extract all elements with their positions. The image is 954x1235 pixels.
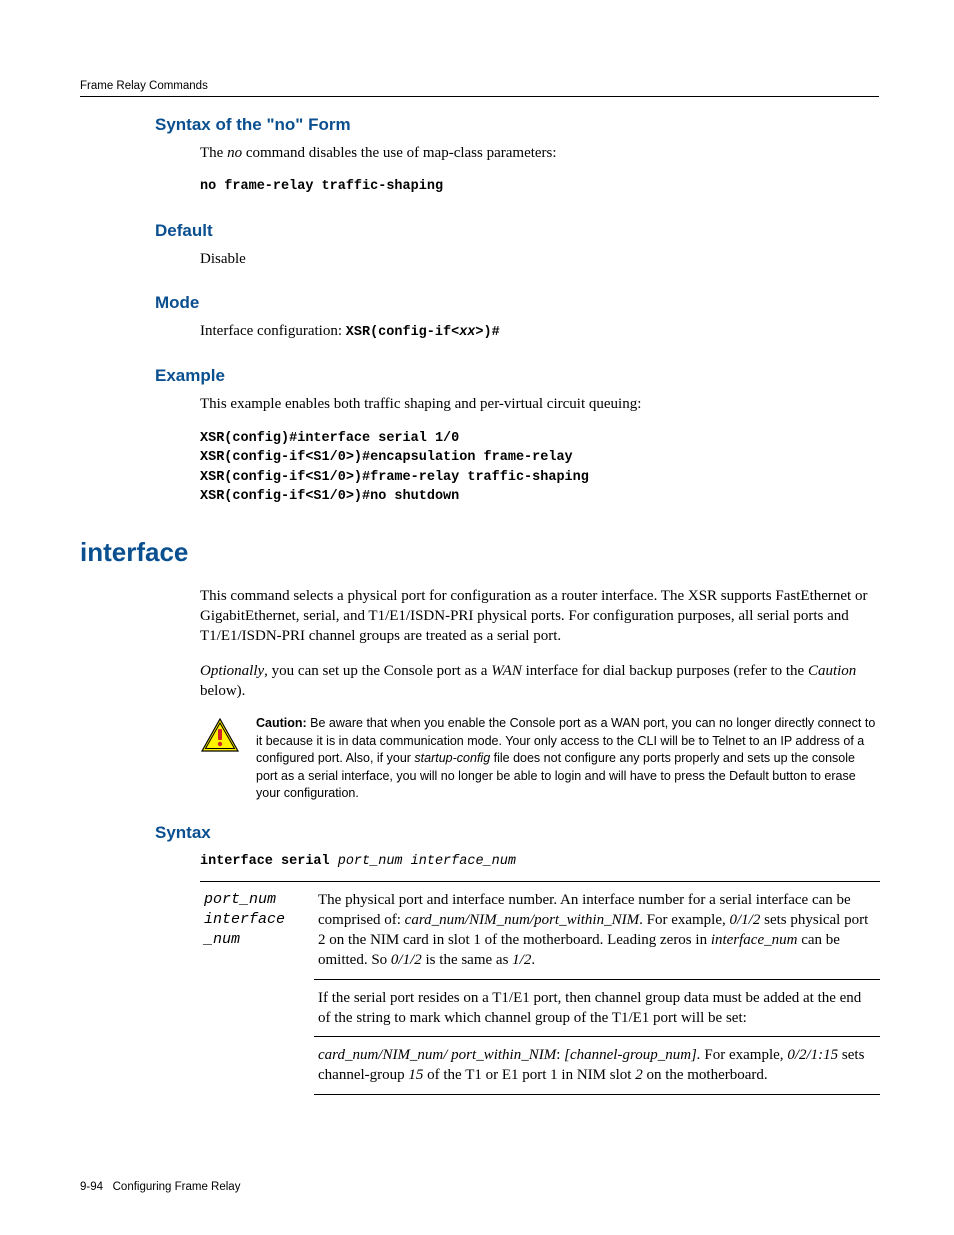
- example-code: XSR(config)#interface serial 1/0 XSR(con…: [200, 429, 879, 507]
- text: . For example,: [639, 912, 729, 928]
- heading-interface: interface: [80, 537, 879, 568]
- caution-block: Caution: Be aware that when you enable t…: [200, 715, 879, 803]
- em: 15: [408, 1067, 423, 1083]
- heading-example: Example: [155, 366, 879, 386]
- heading-syntax: Syntax: [155, 823, 879, 843]
- running-header: Frame Relay Commands: [80, 80, 879, 92]
- em: card_num/NIM_num/ port_within_NIM: [318, 1047, 556, 1063]
- em: startup-config: [414, 751, 490, 765]
- em: 0/2/1:15: [787, 1047, 838, 1063]
- param-desc-cell: If the serial port resides on a T1/E1 po…: [314, 979, 880, 1037]
- mode-code-post: >)#: [475, 325, 499, 340]
- heading-mode: Mode: [155, 293, 879, 313]
- heading-syntax-no: Syntax of the "no" Form: [155, 115, 879, 135]
- heading-default: Default: [155, 221, 879, 241]
- em: WAN: [491, 663, 522, 679]
- text: is the same as: [422, 952, 512, 968]
- section-mode: Mode Interface configuration: XSR(config…: [80, 293, 879, 342]
- mode-text: Interface configuration: XSR(config-if<x…: [200, 321, 879, 342]
- section-syntax: Syntax interface serial port_num interfa…: [80, 823, 879, 1095]
- syntax-cmd-line: interface serial port_num interface_num: [200, 851, 879, 869]
- code-no-form: no frame-relay traffic-shaping: [200, 177, 879, 197]
- caution-text: Caution: Be aware that when you enable t…: [256, 715, 879, 803]
- em: 1/2: [512, 952, 531, 968]
- text: of the T1 or E1 port 1 in NIM slot: [423, 1067, 635, 1083]
- text: :: [556, 1047, 564, 1063]
- text: below).: [200, 683, 245, 699]
- page: Frame Relay Commands Syntax of the "no" …: [0, 0, 954, 1235]
- syntax-args: port_num interface_num: [330, 854, 516, 869]
- default-text: Disable: [200, 249, 879, 269]
- text: Interface configuration:: [200, 323, 346, 339]
- syntax-no-text: The no command disables the use of map-c…: [200, 143, 879, 163]
- page-footer: 9-94 Configuring Frame Relay: [80, 1181, 240, 1193]
- em: Optionally: [200, 663, 264, 679]
- mode-arg: xx: [459, 325, 475, 340]
- section-example: Example This example enables both traffi…: [80, 366, 879, 507]
- example-text: This example enables both traffic shapin…: [200, 394, 879, 414]
- text: For example,: [701, 1047, 788, 1063]
- em: interface_num: [711, 932, 798, 948]
- param-name-cell: port_num interface _num: [200, 881, 314, 1094]
- em: 0/1/2: [391, 952, 422, 968]
- caution-label: Caution:: [256, 716, 307, 730]
- text: The: [200, 145, 227, 161]
- interface-para2: Optionally, you can set up the Console p…: [200, 661, 879, 702]
- page-number: 9-94: [80, 1181, 103, 1193]
- em: [channel-group_num].: [564, 1047, 701, 1063]
- syntax-cmd: interface serial: [200, 854, 330, 869]
- em: 0/1/2: [730, 912, 761, 928]
- em: Caution: [808, 663, 856, 679]
- caution-icon: [200, 717, 240, 753]
- section-syntax-no: Syntax of the "no" Form The no command d…: [80, 115, 879, 197]
- em: 2: [635, 1067, 643, 1083]
- no-em: no: [227, 145, 242, 161]
- em: card_num/NIM_num/port_within_NIM: [405, 912, 639, 928]
- param-table: port_num interface _num The physical por…: [200, 881, 880, 1095]
- text: command disables the use of map-class pa…: [242, 145, 556, 161]
- text: interface for dial backup purposes (refe…: [522, 663, 808, 679]
- param-desc-cell: The physical port and interface number. …: [314, 881, 880, 979]
- text: .: [531, 952, 535, 968]
- mode-code: XSR(config-if<: [346, 325, 459, 340]
- text: , you can set up the Console port as a: [264, 663, 491, 679]
- param-desc-cell: card_num/NIM_num/ port_within_NIM: [chan…: [314, 1037, 880, 1095]
- header-rule: [80, 96, 879, 97]
- section-default: Default Disable: [80, 221, 879, 269]
- table-row: port_num interface _num The physical por…: [200, 881, 880, 979]
- interface-para1: This command selects a physical port for…: [200, 586, 879, 647]
- footer-title: Configuring Frame Relay: [113, 1181, 241, 1193]
- text: on the motherboard.: [643, 1067, 768, 1083]
